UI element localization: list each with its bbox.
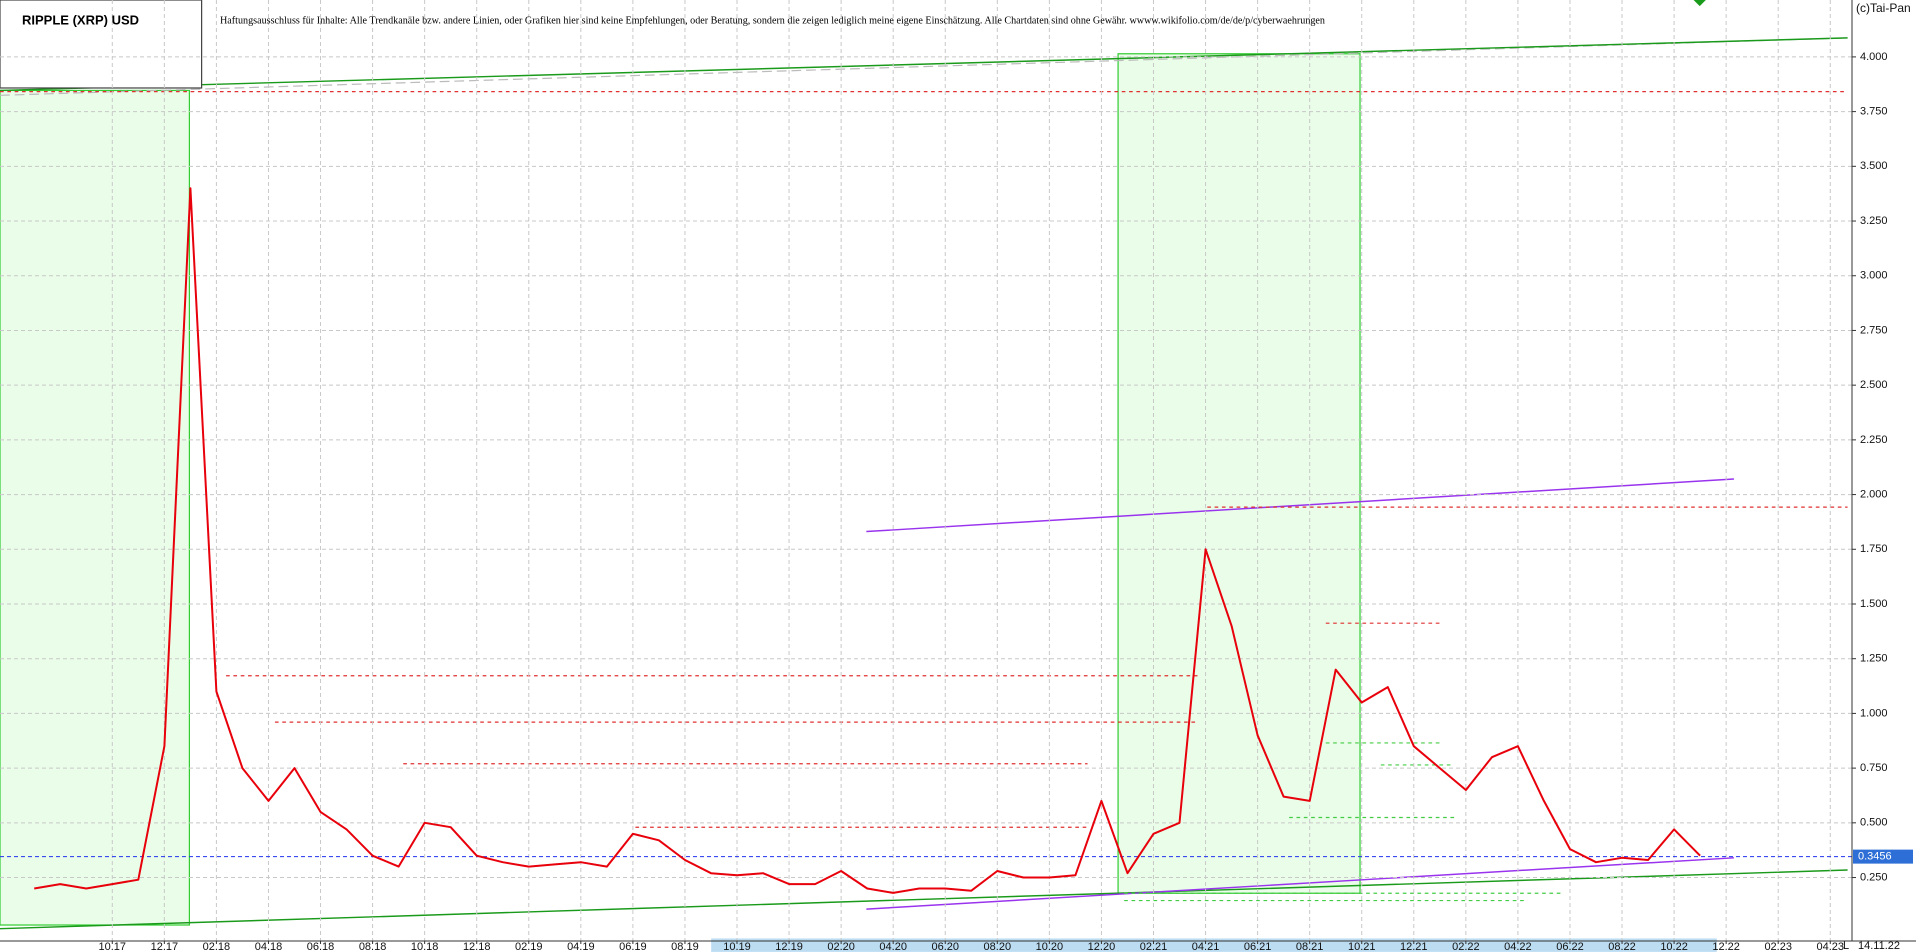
x-tick-label: 08.20: [984, 941, 1012, 952]
x-tick-label: 02.20: [827, 941, 855, 952]
trendline: [866, 857, 1734, 910]
x-tick-label: 04.22: [1504, 941, 1532, 952]
y-tick-label: 1.500: [1860, 598, 1888, 610]
x-tick-label: 06.22: [1556, 941, 1584, 952]
y-tick-label: 2.000: [1860, 488, 1888, 500]
x-tick-label: 04.20: [879, 941, 907, 952]
trendline: [866, 478, 1734, 533]
trendline: [0, 869, 1848, 930]
y-tick-label: 1.750: [1860, 543, 1888, 555]
trendline: [0, 37, 1848, 92]
y-tick-label: 0.250: [1860, 871, 1888, 883]
zone: [0, 89, 191, 926]
marks: [0, 187, 1852, 894]
x-tick-label: 10.22: [1660, 941, 1688, 952]
y-tick-label: 0.750: [1860, 762, 1888, 774]
x-tick-label: 06.20: [931, 941, 959, 952]
price-line: [34, 187, 1701, 894]
y-tick-label: 3.750: [1860, 106, 1888, 118]
y-tick-label: 0.500: [1860, 817, 1888, 829]
x-tick-label: 08.19: [671, 941, 699, 952]
chart-title: RIPPLE (XRP) USD: [22, 12, 139, 27]
y-tick-label: 2.750: [1860, 324, 1888, 336]
title-box: [0, 0, 203, 89]
x-tick-label: 06.19: [619, 941, 647, 952]
grid: [0, 0, 1852, 941]
axis-mode: L: [1843, 940, 1849, 952]
source: (c)Tai-Pan: [1856, 1, 1911, 15]
x-tick-label: 12.18: [463, 941, 491, 952]
date: 14.11.22: [1858, 940, 1900, 952]
levels: [1124, 742, 1565, 902]
y-tick-label: 1.250: [1860, 653, 1888, 665]
x-tick-label: 10.21: [1348, 941, 1376, 952]
disclaimer: Haftungsausschluss für Inhalte: Alle Tre…: [220, 15, 1325, 27]
x-tick-label: 02.19: [515, 941, 543, 952]
x-tick-label: 10.17: [99, 941, 127, 952]
marker: [1693, 0, 1706, 7]
x-tick-label: 08.18: [359, 941, 387, 952]
x-tick-label: 02.23: [1764, 941, 1792, 952]
x-tick-label: 02.22: [1452, 941, 1480, 952]
x-tick-label: 06.21: [1244, 941, 1272, 952]
x-tick-label: 02.18: [203, 941, 231, 952]
y-tick-label: 4.000: [1860, 51, 1888, 63]
y-tick-label: 2.250: [1860, 434, 1888, 446]
x-tick-label: 06.18: [307, 941, 335, 952]
x-tick-label: 12.22: [1712, 941, 1740, 952]
y-tick-label: 3.000: [1860, 270, 1888, 282]
x-tick-label: 02.21: [1140, 941, 1168, 952]
x-tick-label: 12.17: [151, 941, 179, 952]
trendline: [0, 37, 1848, 96]
x-tick-label: 12.19: [775, 941, 803, 952]
y-tick-label: 1.000: [1860, 707, 1888, 719]
x-tick-label: 10.20: [1036, 941, 1064, 952]
x-tick-label: 04.23: [1817, 941, 1845, 952]
x-tick-label: 08.21: [1296, 941, 1324, 952]
x-tick-label: 04.19: [567, 941, 595, 952]
zone: [1117, 53, 1361, 894]
x-tick-label: 12.21: [1400, 941, 1428, 952]
x-tick-label: 04.21: [1192, 941, 1220, 952]
last-price-box: [1853, 849, 1913, 864]
x-tick-label: 12.20: [1088, 941, 1116, 952]
x-tick-label: 10.19: [723, 941, 751, 952]
last-price-label: 0.3456: [1858, 851, 1892, 863]
x-tick-label: 04.18: [255, 941, 283, 952]
y-tick-label: 3.500: [1860, 160, 1888, 172]
levels: [0, 91, 1848, 828]
y-tick-label: 3.250: [1860, 215, 1888, 227]
x-tick-label: 10.18: [411, 941, 439, 952]
y-tick-label: 2.500: [1860, 379, 1888, 391]
x-tick-label: 08.22: [1608, 941, 1636, 952]
